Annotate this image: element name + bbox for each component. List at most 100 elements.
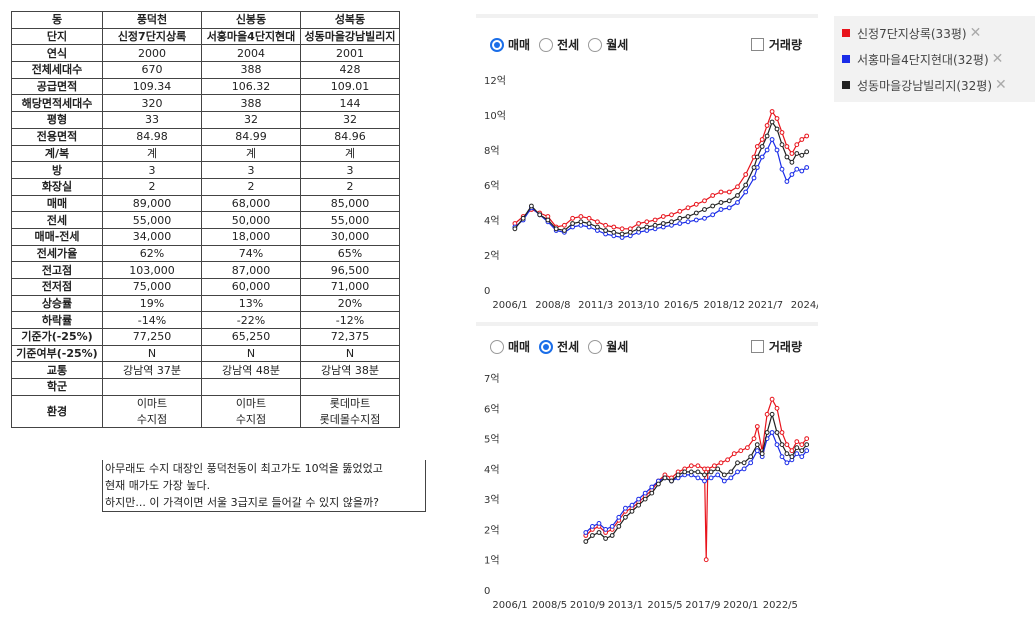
data-point xyxy=(751,175,757,181)
table-cell: 670 xyxy=(102,61,202,79)
data-point xyxy=(784,442,790,447)
data-point xyxy=(611,224,617,230)
data-point xyxy=(759,154,765,160)
close-icon[interactable]: ✕ xyxy=(995,77,1007,93)
table-row: 전용면적 84.98 84.99 84.96 xyxy=(11,127,400,146)
data-point xyxy=(512,226,518,232)
table-row: 상승률 19% 13% 20% xyxy=(11,294,400,313)
data-point xyxy=(804,165,810,170)
data-point xyxy=(590,533,595,538)
data-point xyxy=(545,217,551,223)
table-row: 동 풍덕천 신봉동 성복동 xyxy=(11,11,400,29)
close-icon[interactable]: ✕ xyxy=(991,51,1004,67)
table-cell: 3 xyxy=(300,161,400,179)
data-point xyxy=(784,154,790,160)
y-tick-label: 12억 xyxy=(484,75,506,87)
x-tick-label: 2013/1 xyxy=(608,600,643,611)
data-point xyxy=(688,469,694,475)
data-point xyxy=(794,445,800,451)
data-point xyxy=(708,475,714,481)
table-cell: 103,000 xyxy=(102,261,202,279)
table-cell xyxy=(201,378,301,396)
data-point xyxy=(702,215,707,221)
data-point xyxy=(537,212,543,218)
volume-checkbox[interactable]: 거래량 xyxy=(750,338,802,355)
data-point xyxy=(715,472,721,478)
data-point xyxy=(769,430,775,435)
table-row: 평형 33 32 32 xyxy=(11,111,400,129)
data-point xyxy=(769,411,775,417)
data-point xyxy=(718,207,724,212)
data-point xyxy=(609,533,615,538)
table-cell: 77,250 xyxy=(102,328,202,346)
radio-jeonse[interactable]: 전세 xyxy=(539,338,579,355)
price-type-radio-group: 매매 전세 월세 xyxy=(490,36,637,53)
data-point xyxy=(759,451,765,457)
data-point xyxy=(774,147,780,153)
data-point xyxy=(774,116,780,121)
legend-item: 신정7단지상록(33평) ✕ xyxy=(842,20,1035,46)
table-cell: 13% xyxy=(201,294,301,313)
data-point xyxy=(764,123,770,128)
memo-line: 하지만... 이 가격이면 서울 3급지로 들어갈 수 있지 않을까? xyxy=(105,496,379,509)
x-tick-label: 2020/1 xyxy=(723,600,758,611)
data-point xyxy=(603,228,609,233)
table-cell: N xyxy=(102,344,202,363)
legend-swatch xyxy=(842,81,850,89)
data-point xyxy=(553,226,559,232)
data-point xyxy=(779,430,785,435)
data-point xyxy=(603,222,609,228)
data-point xyxy=(649,490,655,496)
data-point xyxy=(688,463,694,469)
row-label: 환경 xyxy=(11,394,103,429)
data-point xyxy=(682,469,688,475)
data-point xyxy=(662,475,668,481)
radio-jeonse[interactable]: 전세 xyxy=(539,36,579,53)
table-row: 연식 2000 2004 2001 xyxy=(11,44,400,63)
data-point xyxy=(754,448,760,454)
table-cell: 강남역 37분 xyxy=(102,361,202,380)
row-label: 동 xyxy=(11,11,103,29)
radio-monthly[interactable]: 월세 xyxy=(588,36,628,53)
data-point xyxy=(636,226,642,232)
table-cell: -12% xyxy=(300,311,400,330)
data-point xyxy=(745,445,750,451)
table-row: 매매-전세 34,000 18,000 30,000 xyxy=(11,227,400,246)
legend-swatch xyxy=(842,29,850,37)
data-point xyxy=(735,469,740,475)
data-point xyxy=(764,430,770,435)
data-point xyxy=(725,457,731,463)
x-tick-label: 2018/12 xyxy=(704,300,746,311)
row-label: 학군 xyxy=(11,378,103,396)
table-cell: 87,000 xyxy=(201,261,301,279)
data-point xyxy=(710,193,716,198)
data-point xyxy=(677,215,683,221)
table-cell: 55,000 xyxy=(102,211,202,229)
legend: 신정7단지상록(33평) ✕ 서홍마을4단지현대(32평) ✕ 성동마을강남빌리지(… xyxy=(834,16,1035,102)
data-point xyxy=(619,231,625,237)
volume-checkbox[interactable]: 거래량 xyxy=(750,36,802,53)
table-cell: 106.32 xyxy=(201,77,301,96)
table-cell: 성복동 xyxy=(300,11,400,29)
data-point xyxy=(660,214,666,219)
data-point xyxy=(693,210,699,216)
radio-sale[interactable]: 매매 xyxy=(490,36,530,53)
radio-sale[interactable]: 매매 xyxy=(490,338,530,355)
data-point xyxy=(695,469,701,475)
row-label: 단지 xyxy=(11,27,103,46)
close-icon[interactable]: ✕ xyxy=(969,25,982,41)
data-point xyxy=(799,454,805,460)
table-row: 전고점 103,000 87,000 96,500 xyxy=(11,261,400,279)
jeonse-price-line-chart: 0 1억 2억 3억 4억 5억 6억 7억 2006/1 2008/5 2010/9 2013/1 2… xyxy=(484,373,810,611)
data-point xyxy=(715,466,721,472)
data-point xyxy=(738,448,744,454)
radio-dot xyxy=(539,339,554,354)
y-tick-label: 7억 xyxy=(484,373,500,385)
data-point xyxy=(759,144,765,149)
x-tick-label: 2008/8 xyxy=(535,300,570,311)
table-cell: 롯데몰수지점 xyxy=(300,411,400,429)
table-cell: 71,000 xyxy=(300,278,400,296)
radio-monthly[interactable]: 월세 xyxy=(588,338,628,355)
data-point xyxy=(779,454,785,460)
data-point xyxy=(652,222,658,228)
